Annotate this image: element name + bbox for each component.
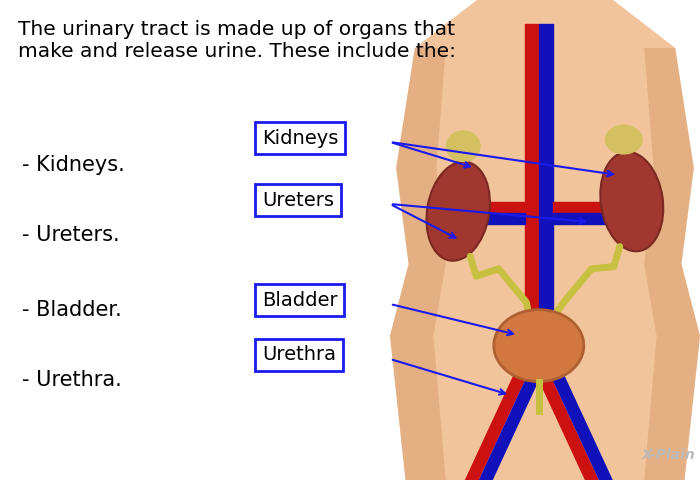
Polygon shape	[479, 350, 553, 480]
Text: - Urethra.: - Urethra.	[22, 370, 122, 390]
Polygon shape	[525, 350, 598, 480]
Text: - Ureters.: - Ureters.	[22, 225, 120, 245]
Ellipse shape	[446, 130, 481, 162]
Polygon shape	[390, 48, 446, 480]
Text: Ureters: Ureters	[262, 191, 334, 209]
Polygon shape	[390, 0, 700, 480]
Polygon shape	[644, 48, 700, 480]
Text: Kidneys: Kidneys	[262, 129, 338, 147]
Ellipse shape	[426, 162, 490, 261]
Text: The urinary tract is made up of organs that
make and release urine. These includ: The urinary tract is made up of organs t…	[18, 20, 456, 61]
Text: Bladder: Bladder	[262, 290, 337, 310]
Polygon shape	[539, 350, 612, 480]
Text: X-Plain: X-Plain	[641, 448, 695, 462]
Text: - Kidneys.: - Kidneys.	[22, 155, 125, 175]
Ellipse shape	[601, 152, 664, 252]
Text: Urethra: Urethra	[262, 346, 336, 364]
Text: - Bladder.: - Bladder.	[22, 300, 122, 320]
Ellipse shape	[494, 310, 584, 382]
Polygon shape	[465, 350, 539, 480]
Ellipse shape	[605, 125, 643, 155]
